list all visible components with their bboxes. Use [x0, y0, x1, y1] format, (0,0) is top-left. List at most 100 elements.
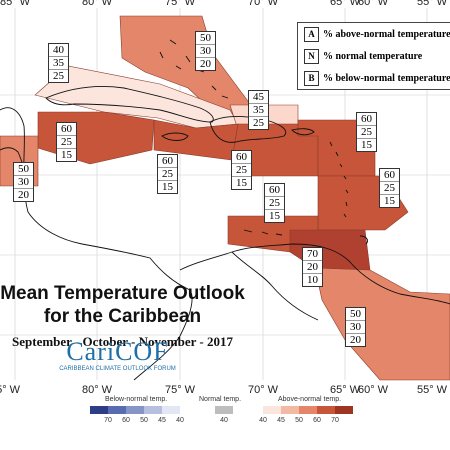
coast-venezuela-inland: [231, 251, 319, 321]
scale-tick: 50: [295, 417, 303, 424]
above-pct: 40: [49, 44, 68, 57]
scale-tick: 40: [176, 417, 184, 424]
legend-desc-below: % below-normal temperature: [323, 72, 450, 84]
legend-desc-normal: % normal temperature: [323, 50, 423, 62]
legend-key-b: B: [304, 70, 319, 86]
lon-label-bottom: 60° W: [358, 384, 389, 394]
scale-swatch: [162, 406, 180, 414]
normal-pct: 30: [14, 176, 33, 189]
prob-box-hispaniola: 60 25 15: [231, 150, 252, 190]
lon-label-top: 75° W: [165, 0, 196, 8]
prob-box-trinidad: 70 20 10: [302, 247, 323, 287]
season-label: September - October - November - 2017: [12, 334, 233, 349]
coast-cuba: [45, 86, 214, 123]
prob-box-western-caribbean: 60 25 15: [56, 122, 77, 162]
prob-box-belize: 50 30 20: [13, 162, 34, 202]
scale-tick: 50: [140, 417, 148, 424]
prob-box-guyanas: 50 30 20: [345, 307, 366, 347]
above-pct: 50: [14, 163, 33, 176]
scale-swatch: [144, 406, 162, 414]
below-pct: 15: [269, 210, 280, 222]
scale-swatch: [281, 406, 299, 414]
scale-tick: 70: [104, 417, 112, 424]
probability-color-scale: Below-normal temp. Normal temp. Above-no…: [0, 394, 450, 450]
scale-tick: 45: [158, 417, 166, 424]
lon-label-top: 60° W: [358, 0, 389, 8]
above-pct: 60: [232, 151, 251, 164]
prob-box-abc-islands: 60 25 15: [264, 183, 285, 223]
below-pct: 20: [350, 334, 361, 346]
prob-box-leeward: 60 25 15: [356, 112, 377, 152]
scale-swatch: [263, 406, 281, 414]
coast-south-america: [179, 243, 450, 305]
scale-tick: 45: [277, 417, 285, 424]
legend-desc-above: % above-normal temperature: [323, 28, 450, 40]
map-title: Mean Temperature Outlook for the Caribbe…: [0, 283, 245, 350]
prob-box-cuba: 40 35 25: [48, 43, 69, 83]
lon-label-top: 80° W: [82, 0, 113, 8]
normal-pct: 25: [380, 182, 399, 195]
coast-abc: [243, 229, 283, 236]
normal-pct: 25: [158, 168, 177, 181]
legend-row-below: B % below-normal temperature: [298, 67, 450, 89]
scale-swatch: [215, 406, 233, 414]
legend-row-above: A % above-normal temperature: [298, 23, 450, 45]
above-pct: 50: [196, 32, 215, 45]
coastlines: [0, 39, 450, 381]
below-pct: 15: [162, 181, 173, 193]
lon-label-bottom: 55° W: [417, 384, 448, 394]
scale-label-normal: Normal temp.: [199, 396, 242, 403]
caricof-logo: CariCOF CARIBBEAN CLIMATE OUTLOOK FORUM: [45, 337, 190, 373]
legend-key-a: A: [304, 26, 319, 42]
above-pct: 60: [380, 169, 399, 182]
lon-label-top: 55° W: [417, 0, 448, 8]
legend-row-normal: N % normal temperature: [298, 45, 450, 67]
normal-pct: 25: [232, 164, 251, 177]
below-pct: 20: [18, 189, 29, 201]
normal-pct: 30: [346, 321, 365, 334]
lon-label-bottom: 65° W: [330, 384, 361, 394]
scale-tick: 40: [259, 417, 267, 424]
lon-label-top: 85° W: [0, 0, 31, 8]
normal-pct: 35: [49, 57, 68, 70]
coast-puerto-rico: [291, 128, 315, 136]
lon-label-top: 70° W: [248, 0, 279, 8]
coast-jamaica: [161, 132, 189, 141]
scale-swatch: [335, 406, 353, 414]
normal-pct: 20: [303, 261, 322, 274]
coast-central-america: [0, 107, 193, 381]
scale-swatch: [299, 406, 317, 414]
region-polygons: [0, 15, 450, 381]
above-pct: 45: [249, 91, 268, 104]
region-guyanas: [314, 267, 450, 381]
logo-wordmark: CariCOF: [66, 337, 169, 366]
prob-box-windward: 60 25 15: [379, 168, 400, 208]
above-pct: 60: [158, 155, 177, 168]
scale-tick: 40: [220, 417, 228, 424]
coast-lesser-antilles: [329, 141, 369, 245]
below-pct: 25: [53, 70, 64, 82]
above-pct: 60: [357, 113, 376, 126]
below-pct: 10: [307, 274, 318, 286]
title-line-1: Mean Temperature Outlook: [0, 283, 245, 304]
below-pct: 15: [361, 139, 372, 151]
normal-pct: 25: [57, 136, 76, 149]
above-pct: 60: [265, 184, 284, 197]
normal-pct: 25: [357, 126, 376, 139]
scale-tick: 60: [122, 417, 130, 424]
lon-label-bottom: 70° W: [248, 384, 279, 394]
scale-swatch: [126, 406, 144, 414]
below-pct: 15: [384, 195, 395, 207]
longitude-axis-bottom: 85° W 80° W 75° W 70° W 65° W 60° W 55° …: [0, 384, 448, 394]
legend-key-n: N: [304, 48, 319, 64]
normal-pct: 35: [249, 104, 268, 117]
below-pct: 25: [253, 117, 264, 129]
scale-swatch: [90, 406, 108, 414]
lon-label-bottom: 85° W: [0, 384, 21, 394]
prob-box-turks-caicos: 45 35 25: [248, 90, 269, 130]
normal-pct: 25: [265, 197, 284, 210]
below-pct: 15: [236, 177, 247, 189]
above-pct: 50: [346, 308, 365, 321]
scale-swatch: [317, 406, 335, 414]
